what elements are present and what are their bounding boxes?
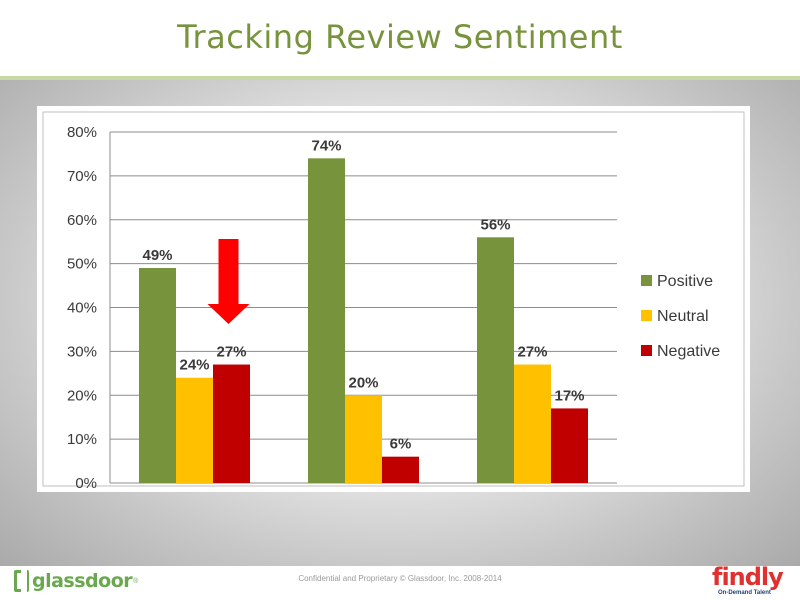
- findly-tagline: On-Demand Talent: [718, 590, 771, 596]
- bar-neutral: [514, 364, 551, 483]
- confidential-notice: Confidential and Proprietary © Glassdoor…: [298, 574, 502, 583]
- sentiment-bar-chart: 0%10%20%30%40%50%60%70%80%49%24%27%Your …: [42, 111, 745, 492]
- data-label: 6%: [390, 436, 412, 453]
- bar-positive: [139, 268, 176, 483]
- chart-panel: 0%10%20%30%40%50%60%70%80%49%24%27%Your …: [37, 106, 750, 492]
- bar-neutral: [345, 395, 382, 483]
- data-label: 27%: [216, 344, 246, 361]
- glassdoor-logo: glassdoor ®: [14, 568, 138, 594]
- data-label: 27%: [517, 344, 547, 361]
- legend-swatch: [641, 310, 652, 321]
- findly-logo: findly On-Demand Talent: [712, 565, 796, 599]
- legend-label: Negative: [657, 343, 720, 360]
- y-tick-label: 40%: [67, 300, 97, 317]
- legend-label: Neutral: [657, 308, 709, 325]
- bar-positive: [308, 158, 345, 483]
- bar-negative: [382, 456, 419, 483]
- chart-frame: [42, 111, 745, 487]
- bar-negative: [213, 364, 250, 483]
- bar-negative: [551, 408, 588, 483]
- footer: [0, 566, 800, 600]
- y-tick-label: 80%: [67, 124, 97, 141]
- data-label: 74%: [311, 137, 341, 154]
- y-tick-label: 60%: [67, 212, 97, 229]
- registered-mark-icon: ®: [133, 577, 139, 585]
- y-tick-label: 50%: [67, 256, 97, 273]
- data-label: 17%: [554, 387, 584, 404]
- glassdoor-mark-icon: [14, 570, 29, 592]
- y-tick-label: 10%: [67, 431, 97, 448]
- data-label: 20%: [348, 374, 378, 391]
- legend-swatch: [641, 345, 652, 356]
- down-arrow-icon: [207, 239, 250, 324]
- bar-neutral: [176, 377, 213, 483]
- y-tick-label: 0%: [75, 475, 97, 492]
- legend-label: Positive: [657, 273, 713, 290]
- data-label: 49%: [142, 247, 172, 264]
- glassdoor-logo-text: glassdoor: [32, 570, 133, 592]
- data-label: 56%: [480, 216, 510, 233]
- findly-logo-text: findly: [712, 563, 784, 591]
- bar-positive: [477, 237, 514, 483]
- y-tick-label: 30%: [67, 343, 97, 360]
- y-tick-label: 70%: [67, 168, 97, 185]
- slide-title: Tracking Review Sentiment: [177, 18, 623, 56]
- y-tick-label: 20%: [67, 387, 97, 404]
- legend-swatch: [641, 275, 652, 286]
- data-label: 24%: [179, 357, 209, 374]
